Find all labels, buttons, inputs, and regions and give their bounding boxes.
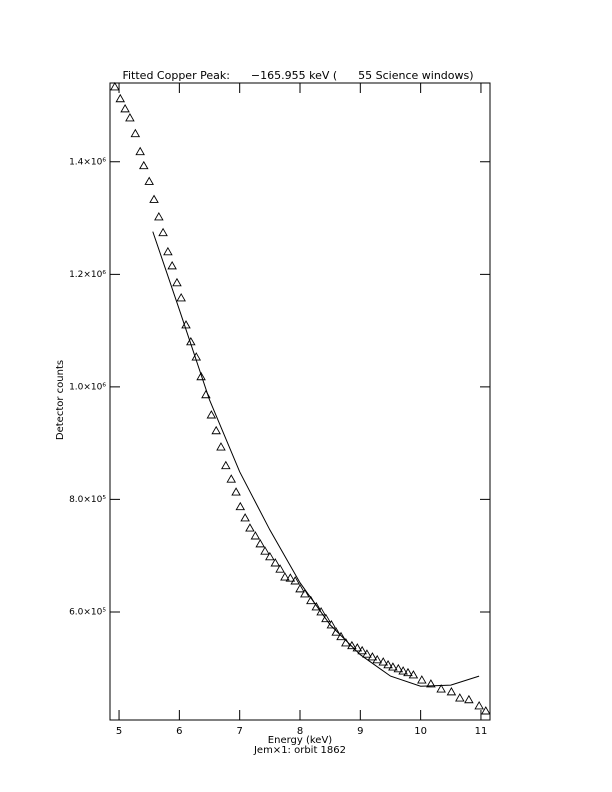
- data-point: [154, 212, 164, 221]
- data-point: [378, 657, 389, 666]
- data-point: [172, 277, 182, 287]
- chart-title: Fitted Copper Peak: −165.955 keV ( 55 Sc…: [122, 69, 473, 82]
- data-point: [115, 93, 126, 103]
- data-point: [144, 176, 154, 185]
- y-tick-label: 6.0×10⁵: [69, 607, 106, 617]
- data-point: [295, 583, 305, 593]
- data-point: [290, 576, 300, 585]
- data-point: [245, 523, 255, 532]
- y-axis-label: Detector counts: [55, 360, 66, 440]
- data-point: [311, 601, 322, 611]
- data-point: [455, 693, 465, 702]
- x-tick-label: 10: [414, 726, 427, 737]
- data-point: [362, 649, 372, 658]
- data-point: [383, 659, 393, 669]
- data-point: [347, 640, 357, 650]
- y-tick-label: 8.0×10⁵: [69, 495, 106, 505]
- x-tick-label: 9: [357, 726, 363, 737]
- data-point: [265, 551, 275, 561]
- data-point: [270, 558, 281, 567]
- x-tick-label: 7: [236, 726, 242, 737]
- data-point: [372, 654, 382, 664]
- x-tick-label: 8: [297, 726, 303, 737]
- data-point: [417, 675, 427, 684]
- data-point: [464, 694, 474, 704]
- data-point: [135, 146, 145, 156]
- data-point: [163, 246, 173, 256]
- data-point: [240, 513, 250, 522]
- data-point: [139, 160, 149, 170]
- x-tick-label: 11: [475, 726, 488, 737]
- data-point: [316, 607, 326, 616]
- data-point: [176, 293, 186, 302]
- data-point: [436, 684, 446, 693]
- data-point: [216, 442, 226, 451]
- data-point: [352, 643, 363, 652]
- data-point: [196, 371, 206, 381]
- x-axis-label: Energy (keV): [268, 735, 333, 746]
- data-point: [110, 82, 120, 91]
- data-point: [125, 112, 135, 122]
- data-point: [285, 573, 296, 582]
- x-tick-label: 6: [176, 726, 182, 737]
- data-point: [367, 652, 378, 661]
- data-point: [260, 546, 270, 555]
- data-point: [357, 645, 367, 655]
- y-tick-label: 1.4×10⁶: [69, 157, 106, 167]
- data-point: [398, 666, 408, 675]
- data-point: [206, 410, 217, 419]
- data-point: [158, 227, 168, 237]
- data-point: [275, 564, 285, 573]
- data-point: [235, 501, 246, 511]
- data-point: [388, 662, 398, 671]
- data-point: [481, 706, 491, 715]
- data-point: [321, 613, 331, 623]
- data-point: [331, 627, 341, 636]
- data-point: [250, 531, 261, 540]
- x-tick-label: 5: [116, 726, 122, 737]
- data-point: [231, 487, 241, 496]
- data-point: [255, 538, 265, 548]
- fit-line: [152, 231, 480, 687]
- y-tick-label: 1.2×10⁶: [69, 270, 106, 280]
- data-point: [403, 667, 413, 677]
- data-point: [426, 679, 436, 688]
- data-point: [474, 701, 484, 710]
- plot-frame: [109, 82, 491, 721]
- data-point: [408, 670, 419, 679]
- data-point: [167, 260, 177, 270]
- data-point: [300, 589, 310, 598]
- data-point: [393, 663, 404, 673]
- y-tick-label: 1.0×10⁶: [69, 382, 106, 392]
- data-point: [336, 631, 346, 641]
- data-point: [149, 194, 159, 203]
- data-point: [446, 686, 457, 696]
- data-point: [221, 460, 231, 470]
- data-point: [130, 128, 141, 138]
- data-point: [226, 474, 237, 483]
- subtitle: Jem×1: orbit 1862: [253, 745, 346, 756]
- data-point: [280, 572, 290, 581]
- data-point: [120, 103, 130, 113]
- data-point: [211, 425, 221, 435]
